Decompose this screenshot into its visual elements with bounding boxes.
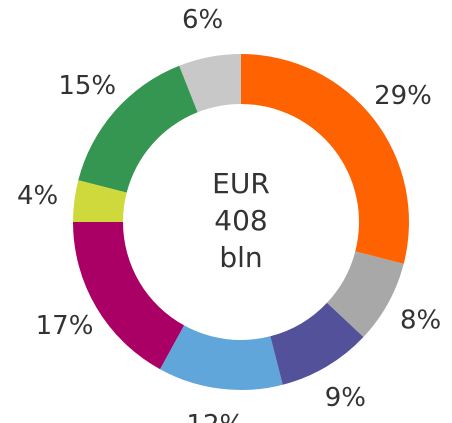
value-label: 17% xyxy=(36,311,94,341)
center-label: EUR xyxy=(212,167,270,200)
value-label: 15% xyxy=(58,71,116,101)
center-label: 408 xyxy=(214,204,267,237)
donut-segment xyxy=(327,251,404,338)
value-label: 4% xyxy=(17,181,58,211)
value-label: 8% xyxy=(400,305,441,335)
value-label: 6% xyxy=(182,5,223,35)
donut-segment xyxy=(73,222,185,370)
value-label: 9% xyxy=(325,383,366,413)
donut-segment xyxy=(73,180,127,222)
value-label: 29% xyxy=(374,81,432,111)
donut-segment xyxy=(179,54,241,113)
center-label: bln xyxy=(219,241,262,274)
donut-segment xyxy=(78,65,198,193)
donut-segment xyxy=(241,54,410,264)
donut-segment xyxy=(160,325,283,390)
donut-segment xyxy=(270,302,364,385)
value-label: 12% xyxy=(186,410,244,423)
